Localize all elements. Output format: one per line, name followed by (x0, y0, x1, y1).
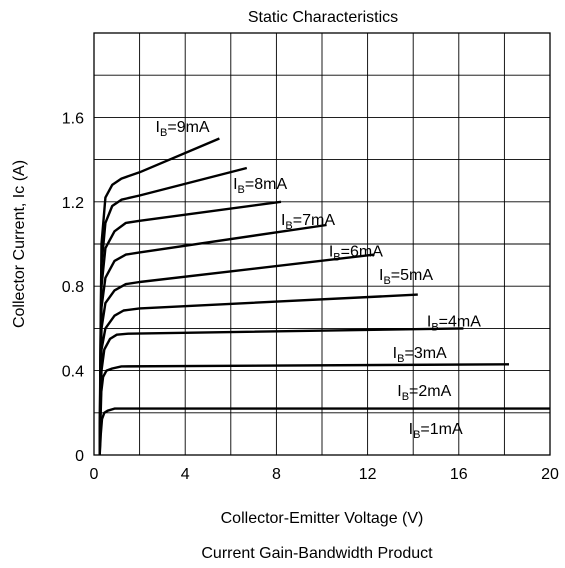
curve-ib-6ma (98, 223, 327, 456)
y-tick-label: 0.8 (62, 279, 84, 296)
curve-ib-1ma (98, 407, 550, 456)
plot-frame (93, 32, 551, 456)
curve-label-ib-4ma: IB=4mA (427, 313, 481, 333)
curve-label-ib-3ma: IB=3mA (393, 345, 447, 365)
x-tick-label: 0 (90, 466, 99, 483)
chart-title: Static Characteristics (248, 9, 398, 26)
curve-ib-5ma (98, 253, 375, 456)
x-tick-label: 4 (181, 466, 190, 483)
y-tick-labels: 0 0.4 0.8 1.2 1.6 (62, 110, 84, 465)
curve-ib-4ma (98, 293, 418, 456)
y-tick-label: 1.6 (62, 110, 84, 127)
curve-label-ib-5ma: IB=5mA (379, 267, 433, 287)
curve-label-ib-2ma: IB=2mA (397, 383, 451, 403)
x-axis-label: Collector-Emitter Voltage (V) (221, 510, 424, 527)
curve-label-ib-7ma: IB=7mA (281, 212, 335, 232)
y-tick-label: 1.2 (62, 195, 84, 212)
y-tick-label: 0.4 (62, 364, 84, 381)
x-tick-label: 16 (450, 466, 468, 483)
x-tick-label: 8 (272, 466, 281, 483)
x-tick-labels: 0 4 8 12 16 20 (90, 466, 559, 483)
grid (94, 33, 550, 455)
chart-caption: Current Gain-Bandwidth Product (201, 545, 433, 562)
curve-ib-9ma (98, 137, 220, 456)
curve-label-ib-9ma: IB=9mA (156, 119, 210, 139)
curve-label-ib-8ma: IB=8mA (233, 176, 287, 196)
x-tick-label: 12 (359, 466, 377, 483)
curve-label-ib-6ma: IB=6mA (329, 244, 383, 264)
x-tick-label: 20 (541, 466, 559, 483)
curves (98, 137, 550, 456)
curve-label-ib-1ma: IB=1mA (409, 421, 463, 441)
y-tick-label: 0 (75, 448, 84, 465)
curve-labels: IB=1mA IB=2mA IB=3mA IB=4mA IB=5mA IB=6mA IB=7… (156, 119, 482, 441)
y-axis-label: Collector Current, Ic (A) (11, 160, 28, 328)
